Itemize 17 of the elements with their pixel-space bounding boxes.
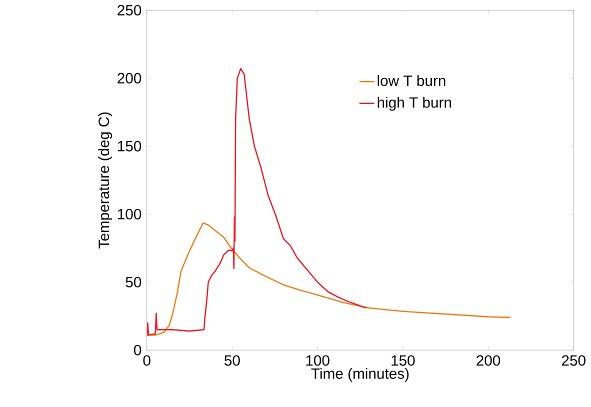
legend-label: low T burn [378,74,446,86]
legend-label: high T burn [378,96,452,111]
x-tick-label: 0 [143,355,150,366]
y-tick-label: 0 [134,344,142,356]
x-tick-label: 150 [392,355,415,366]
x-tick-label: 250 [562,355,586,366]
x-tick-label: 100 [306,355,330,366]
y-tick-label: 150 [118,140,142,152]
y-tick-label: 250 [118,4,142,16]
line-series [146,222,512,336]
x-tick-label: 200 [476,355,500,366]
y-tick-label: 50 [126,276,142,288]
y-axis-title: Temperature (deg C) [98,112,112,248]
x-tick-label: 50 [224,355,240,366]
x-axis-title: Time (minutes) [311,368,409,382]
y-tick-label: 100 [118,208,142,220]
y-tick-label: 200 [118,72,142,84]
